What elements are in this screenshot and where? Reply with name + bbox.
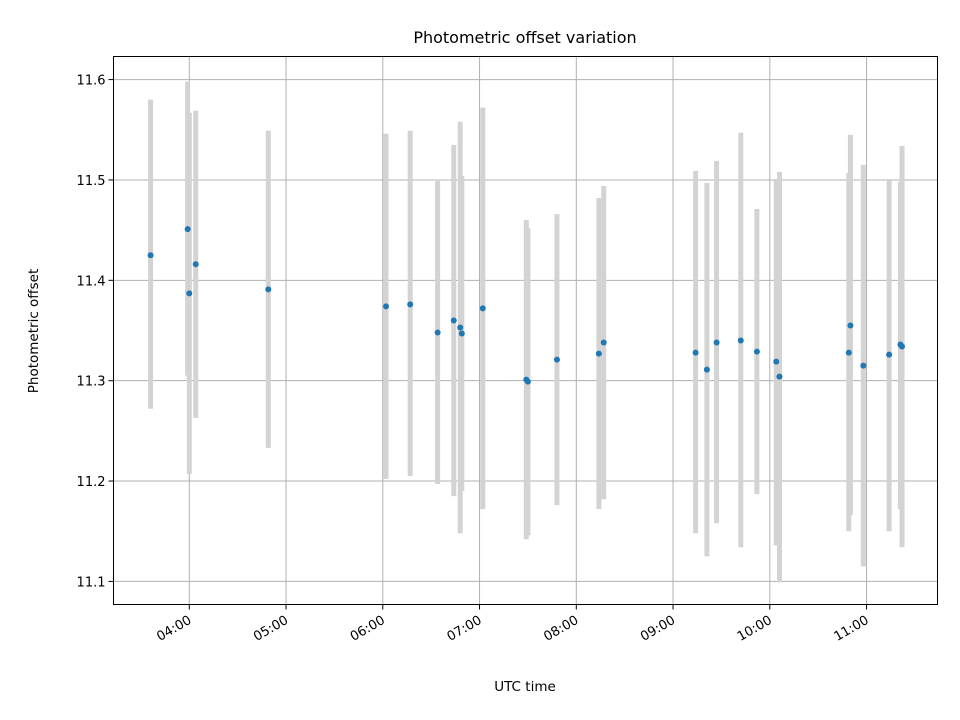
y-tick-label: 11.1 [77, 575, 106, 590]
data-point [737, 337, 744, 344]
data-point [845, 349, 852, 356]
y-tick-label: 11.2 [77, 475, 106, 490]
data-point [457, 324, 464, 331]
data-point [773, 358, 780, 365]
data-point [434, 329, 441, 336]
chart-title: Photometric offset variation [413, 28, 636, 47]
y-tick-label: 11.3 [77, 375, 106, 390]
data-point [479, 305, 486, 312]
data-point [450, 317, 457, 324]
x-axis-label: UTC time [494, 679, 556, 695]
data-point [553, 356, 560, 363]
y-tick-label: 11.5 [77, 174, 106, 189]
data-point [186, 290, 193, 297]
data-point [407, 301, 414, 308]
data-point [860, 362, 867, 369]
data-point [847, 322, 854, 329]
data-point [600, 339, 607, 346]
data-point [458, 330, 465, 337]
data-point [383, 303, 390, 310]
data-point [753, 348, 760, 355]
plot-frame [113, 56, 938, 605]
data-point [595, 350, 602, 357]
data-point [886, 351, 893, 358]
data-point [703, 366, 710, 373]
data-point [692, 349, 699, 356]
data-point [524, 378, 531, 385]
data-points [147, 226, 906, 385]
data-point [265, 286, 272, 293]
data-point [713, 339, 720, 346]
y-tick-label: 11.4 [77, 274, 106, 289]
data-point [776, 373, 783, 380]
data-point [184, 226, 191, 233]
y-axis-label: Photometric offset [26, 269, 42, 393]
y-tick-label: 11.6 [77, 74, 106, 89]
data-point [147, 252, 154, 259]
data-point [192, 261, 199, 268]
data-point [899, 343, 906, 350]
